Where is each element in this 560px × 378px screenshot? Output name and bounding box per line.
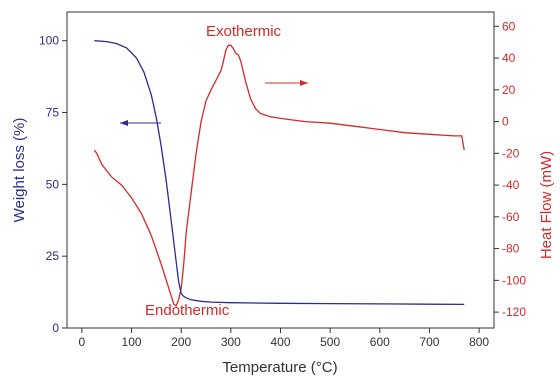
right-tick-label: 40: [502, 51, 516, 65]
right-tick-label: -100: [502, 273, 526, 287]
x-tick-label: 400: [270, 335, 290, 349]
right-tick-label: -60: [502, 210, 520, 224]
x-tick-label: 600: [370, 335, 390, 349]
annotation-exothermic: Exothermic: [206, 23, 282, 40]
right-axis-label: Heat Flow (mW): [538, 151, 555, 259]
x-tick-label: 100: [122, 335, 142, 349]
left-tick-label: 0: [52, 321, 59, 335]
right-tick-label: 60: [502, 19, 516, 33]
x-tick-label: 700: [419, 335, 439, 349]
left-tick-label: 50: [46, 177, 60, 191]
left-axis-label: Weight loss (%): [11, 118, 28, 223]
left-axis-ticks: 0 25 50 75 100: [39, 34, 67, 335]
x-axis-ticks: 0 100 200 300 400 500 600 700 800: [79, 328, 489, 349]
annotation-endothermic: Endothermic: [145, 302, 230, 319]
right-tick-label: -120: [502, 305, 526, 319]
left-tick-label: 75: [46, 106, 60, 120]
right-tick-label: 20: [502, 83, 516, 97]
right-tick-label: -80: [502, 242, 520, 256]
x-tick-label: 500: [320, 335, 340, 349]
left-axis-arrow: [120, 120, 161, 126]
left-tick-label: 25: [46, 249, 60, 263]
x-tick-label: 200: [171, 335, 191, 349]
right-tick-label: 0: [502, 115, 509, 129]
right-tick-label: -20: [502, 146, 520, 160]
x-tick-label: 0: [79, 335, 86, 349]
right-axis-arrow: [265, 80, 308, 86]
x-axis-label: Temperature (°C): [222, 359, 337, 376]
right-tick-label: -40: [502, 178, 520, 192]
series-weight-loss-line: [94, 40, 465, 306]
x-tick-label: 800: [469, 335, 489, 349]
left-tick-label: 100: [39, 34, 59, 48]
right-axis-ticks: -120 -100 -80 -60 -40 -20 0 20 40 60: [494, 19, 526, 319]
series-heat-flow-line: [93, 44, 465, 307]
x-tick-label: 300: [221, 335, 241, 349]
